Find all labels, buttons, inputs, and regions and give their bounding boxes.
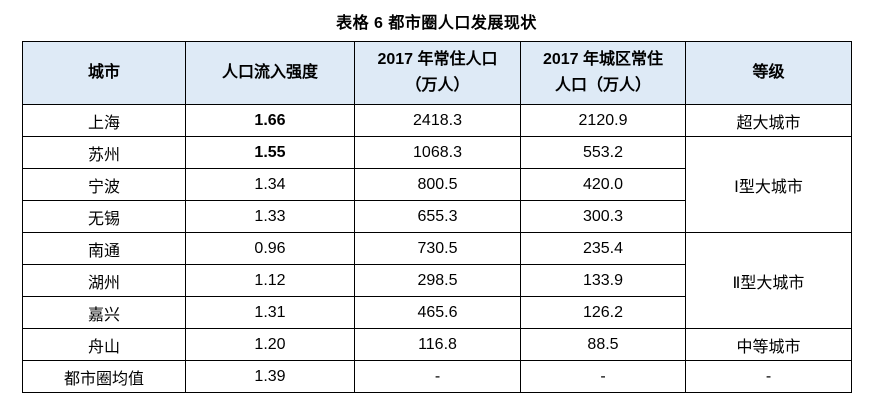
cell-city: 嘉兴 xyxy=(22,296,186,329)
table-row-zhoushan: 舟山 1.20 116.8 88.5 中等城市 xyxy=(22,328,852,361)
cell-resident: 730.5 xyxy=(354,232,521,265)
table-row-shanghai: 上海 1.66 2418.3 2120.9 超大城市 xyxy=(22,104,852,137)
table-caption: 表格 6 都市圈人口发展现状 xyxy=(336,15,537,32)
cell-inflow: 1.66 xyxy=(185,104,355,137)
header-row: 城市 人口流入强度 2017 年常住人口 （万人） 2017 年城区常住 人口（… xyxy=(22,41,852,105)
cell-urban: 126.2 xyxy=(520,296,686,329)
cell-inflow: 1.33 xyxy=(185,200,355,233)
cell-grade-type1: Ⅰ型大城市 xyxy=(685,136,852,233)
table-row-wuxi: 无锡 1.33 655.3 300.3 xyxy=(22,200,852,233)
cell-grade-medium: 中等城市 xyxy=(685,328,852,361)
cell-city: 南通 xyxy=(22,232,186,265)
header-city: 城市 xyxy=(22,41,186,105)
header-urban-line1: 2017 年城区常住 xyxy=(542,50,664,68)
cell-urban: 88.5 xyxy=(520,328,686,361)
cell-urban: 553.2 xyxy=(520,136,686,169)
table-row-ningbo: 宁波 1.34 800.5 420.0 xyxy=(22,168,852,201)
cell-urban: 2120.9 xyxy=(520,104,686,137)
table-row-huzhou: 湖州 1.12 298.5 133.9 xyxy=(22,264,852,297)
table-row-nantong: 南通 0.96 730.5 235.4 Ⅱ型大城市 xyxy=(22,232,852,329)
cell-inflow: 1.55 xyxy=(185,136,355,169)
cell-resident: 2418.3 xyxy=(354,104,521,137)
cell-city: 宁波 xyxy=(22,168,186,201)
header-resident-population: 2017 年常住人口 （万人） xyxy=(354,41,521,105)
table-row-average: 都市圈均值 1.39 - - - xyxy=(22,360,852,393)
cell-inflow: 1.12 xyxy=(185,264,355,297)
cell-resident: 1068.3 xyxy=(354,136,521,169)
table-row-suzhou: 苏州 1.55 1068.3 553.2 Ⅰ型大城市 xyxy=(22,136,852,233)
cell-inflow: 1.20 xyxy=(185,328,355,361)
cell-resident: - xyxy=(354,360,521,393)
cell-city: 上海 xyxy=(22,104,186,137)
table-row-jiaxing: 嘉兴 1.31 465.6 126.2 xyxy=(22,296,852,329)
cell-inflow: 1.34 xyxy=(185,168,355,201)
cell-resident: 298.5 xyxy=(354,264,521,297)
cell-grade-average: - xyxy=(685,360,852,393)
cell-resident: 655.3 xyxy=(354,200,521,233)
cell-resident: 116.8 xyxy=(354,328,521,361)
cell-grade: 超大城市 xyxy=(685,104,852,137)
cell-inflow: 1.31 xyxy=(185,296,355,329)
table-header: 城市 人口流入强度 2017 年常住人口 （万人） 2017 年城区常住 人口（… xyxy=(22,41,852,105)
table-body: 上海 1.66 2418.3 2120.9 超大城市 苏州 1.55 1068.… xyxy=(22,104,852,393)
header-urban-line2: 人口（万人） xyxy=(554,77,651,94)
cell-inflow: 0.96 xyxy=(185,232,355,265)
population-table: 城市 人口流入强度 2017 年常住人口 （万人） 2017 年城区常住 人口（… xyxy=(22,41,852,393)
header-grade: 等级 xyxy=(685,41,852,105)
header-urban-population: 2017 年城区常住 人口（万人） xyxy=(520,41,686,105)
cell-urban: 133.9 xyxy=(520,264,686,297)
cell-urban: - xyxy=(520,360,686,393)
header-resident-line1: 2017 年常住人口 xyxy=(377,50,498,68)
cell-city: 舟山 xyxy=(22,328,186,361)
cell-urban: 235.4 xyxy=(520,232,686,265)
cell-urban: 300.3 xyxy=(520,200,686,233)
header-inflow: 人口流入强度 xyxy=(185,41,355,105)
cell-city: 湖州 xyxy=(22,264,186,297)
cell-resident: 800.5 xyxy=(354,168,521,201)
cell-resident: 465.6 xyxy=(354,296,521,329)
cell-urban: 420.0 xyxy=(520,168,686,201)
cell-city: 都市圈均值 xyxy=(22,360,186,393)
cell-grade-type2: Ⅱ型大城市 xyxy=(685,232,852,329)
cell-city: 苏州 xyxy=(22,136,186,169)
cell-city: 无锡 xyxy=(22,200,186,233)
header-resident-line2: （万人） xyxy=(405,77,470,94)
cell-inflow: 1.39 xyxy=(185,360,355,393)
